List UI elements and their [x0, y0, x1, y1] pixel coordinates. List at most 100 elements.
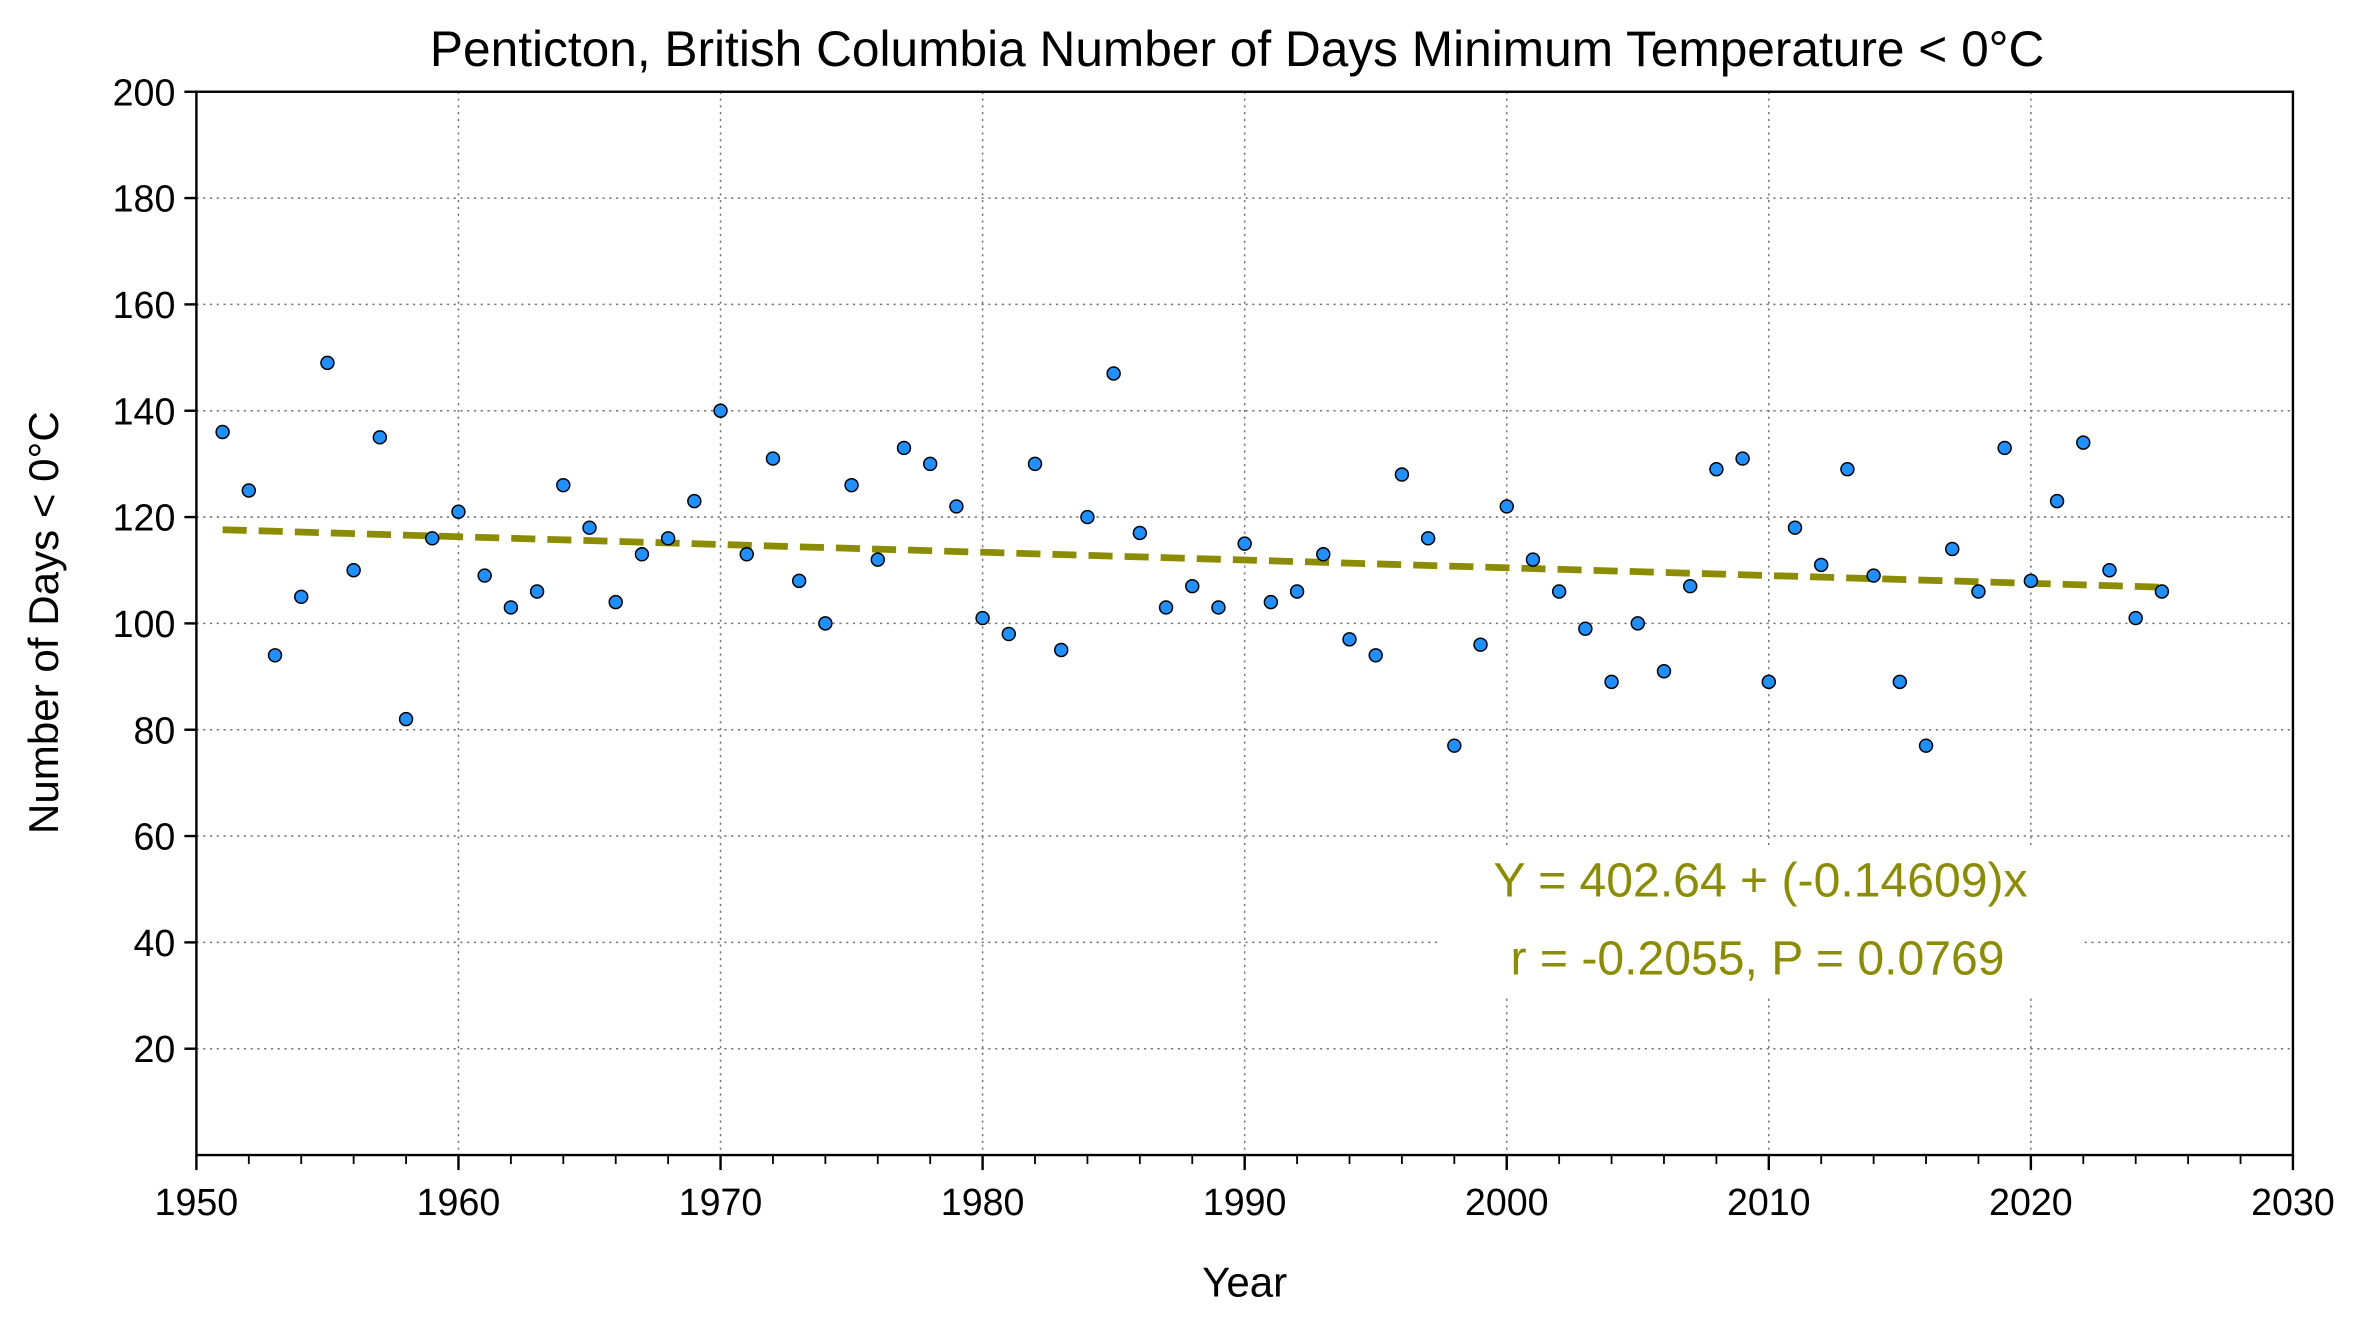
data-point [870, 552, 885, 567]
data-point [739, 547, 754, 562]
data-point [2102, 563, 2117, 578]
data-point [1945, 541, 1960, 557]
data-point [1551, 584, 1567, 599]
data-point [1080, 509, 1095, 525]
data-point [1656, 664, 1672, 679]
x-axis-label: Year [1202, 1258, 1287, 1305]
data-point [1185, 578, 1200, 594]
y-tick-label: 160 [113, 284, 176, 326]
x-tick-label: 1960 [417, 1181, 501, 1223]
data-point [1840, 461, 1855, 477]
data-point [477, 568, 492, 583]
y-tick-label: 180 [113, 178, 176, 220]
data-point [1604, 674, 1619, 690]
data-point [1787, 520, 1803, 535]
x-tick-label: 1950 [155, 1181, 239, 1223]
x-tick-label: 2030 [2251, 1181, 2335, 1223]
grid [196, 91, 2293, 1156]
data-point [922, 456, 938, 472]
data-point [1997, 440, 2012, 456]
data-point [1473, 637, 1488, 652]
data-point [949, 499, 964, 514]
data-point [687, 493, 702, 509]
data-point [451, 504, 466, 519]
data-point [1158, 600, 1174, 615]
data-point [1735, 451, 1750, 466]
x-tick-label: 2000 [1465, 1181, 1549, 1223]
data-point [1525, 552, 1541, 567]
annotation-background [1437, 845, 2084, 996]
data-point [1001, 626, 1017, 642]
data-point [346, 563, 361, 578]
data-point [294, 589, 309, 605]
data-point [1971, 584, 1986, 599]
data-point [1106, 366, 1121, 381]
data-point [2023, 573, 2039, 589]
data-point [1420, 531, 1436, 546]
data-point [1316, 547, 1331, 562]
data-point [634, 547, 650, 562]
x-tick-label: 2020 [1989, 1181, 2073, 1223]
y-tick-label: 100 [113, 603, 176, 645]
axes: 1950 1960 1970 1980 1990 2000 2010 2020 20302040… [113, 71, 2335, 1223]
y-axis-label: Number of Days < 0°C [20, 411, 67, 834]
data-point [713, 403, 728, 418]
data-point [765, 451, 781, 466]
data-point [2128, 610, 2143, 626]
data-point [398, 711, 414, 727]
data-point [1394, 467, 1410, 482]
data-point [660, 531, 676, 546]
regression-stats: r = -0.2055, P = 0.0769 [1511, 932, 2005, 986]
data-point [1813, 557, 1829, 573]
data-point [1237, 536, 1252, 551]
y-tick-label: 40 [134, 922, 176, 964]
data-point [556, 477, 571, 493]
data-point [2154, 584, 2170, 599]
data-point [425, 531, 440, 546]
data-point [503, 600, 519, 615]
x-tick-label: 1990 [1203, 1181, 1287, 1223]
y-tick-label: 200 [113, 71, 176, 113]
data-point [1630, 616, 1645, 631]
data-point [1289, 584, 1305, 599]
data-point [372, 430, 388, 445]
data-point [529, 584, 545, 599]
x-tick-label: 1970 [679, 1181, 763, 1223]
data-points [215, 355, 2170, 753]
data-point [608, 594, 623, 610]
data-point [241, 483, 257, 498]
data-point [1578, 621, 1593, 636]
data-point [1342, 632, 1357, 647]
data-point [1866, 568, 1881, 583]
data-point [1054, 642, 1069, 658]
data-point [844, 477, 859, 493]
data-point [1447, 738, 1462, 753]
data-point [2049, 493, 2065, 509]
data-point [1761, 674, 1777, 690]
data-point [791, 573, 807, 589]
data-point [1499, 499, 1514, 514]
data-point [1892, 674, 1908, 690]
y-tick-label: 120 [113, 497, 176, 539]
data-point [1368, 648, 1383, 663]
data-point [1132, 525, 1148, 541]
y-tick-label: 60 [134, 816, 176, 858]
regression-equation: Y = 402.64 + (-0.14609)x [1494, 853, 2028, 907]
data-point [320, 355, 335, 371]
data-point [1709, 461, 1724, 477]
y-tick-label: 20 [134, 1028, 176, 1070]
data-point [267, 648, 283, 663]
x-tick-label: 1980 [941, 1181, 1025, 1223]
data-point [975, 610, 990, 626]
data-point [582, 520, 597, 535]
y-tick-label: 140 [113, 390, 176, 432]
data-point [1682, 578, 1698, 594]
x-tick-label: 2010 [1727, 1181, 1811, 1223]
data-point [1027, 456, 1043, 472]
data-point [1263, 594, 1279, 610]
y-tick-label: 80 [134, 709, 176, 751]
data-point [896, 440, 912, 456]
data-point [1211, 600, 1226, 615]
data-point [215, 424, 230, 440]
